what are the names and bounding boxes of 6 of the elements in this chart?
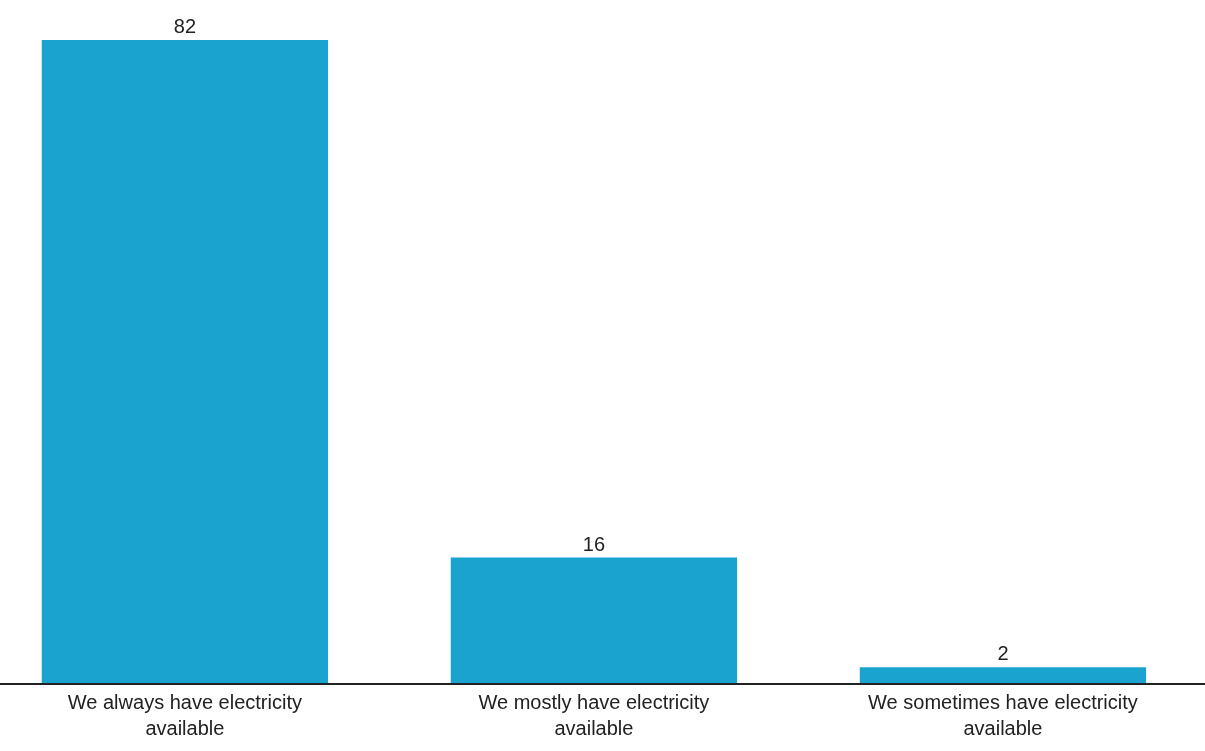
data-label: 82 <box>173 15 197 37</box>
data-label: 2 <box>997 642 1009 665</box>
x-tick-label: We always have electricity available <box>67 690 302 739</box>
x-tick-label: We sometimes have electricity available <box>868 690 1138 739</box>
x-tick-label: We mostly have electricity available <box>478 690 710 739</box>
data-label: 16 <box>582 532 606 555</box>
